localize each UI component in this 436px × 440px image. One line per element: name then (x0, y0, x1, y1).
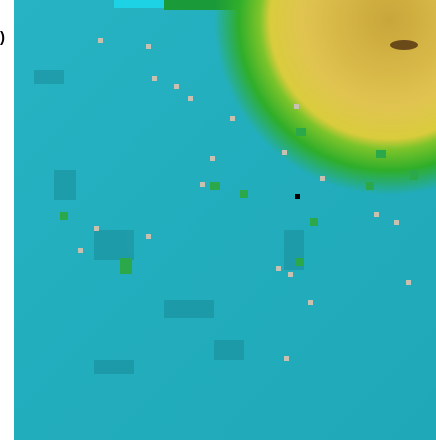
dark-spot (390, 40, 418, 50)
terrain-image (14, 0, 436, 440)
shallow-strip (114, 0, 169, 8)
page: {"panel_label": ")"} ) (0, 0, 436, 440)
panel-label: ) (0, 30, 5, 45)
dark-pixel (295, 194, 300, 199)
